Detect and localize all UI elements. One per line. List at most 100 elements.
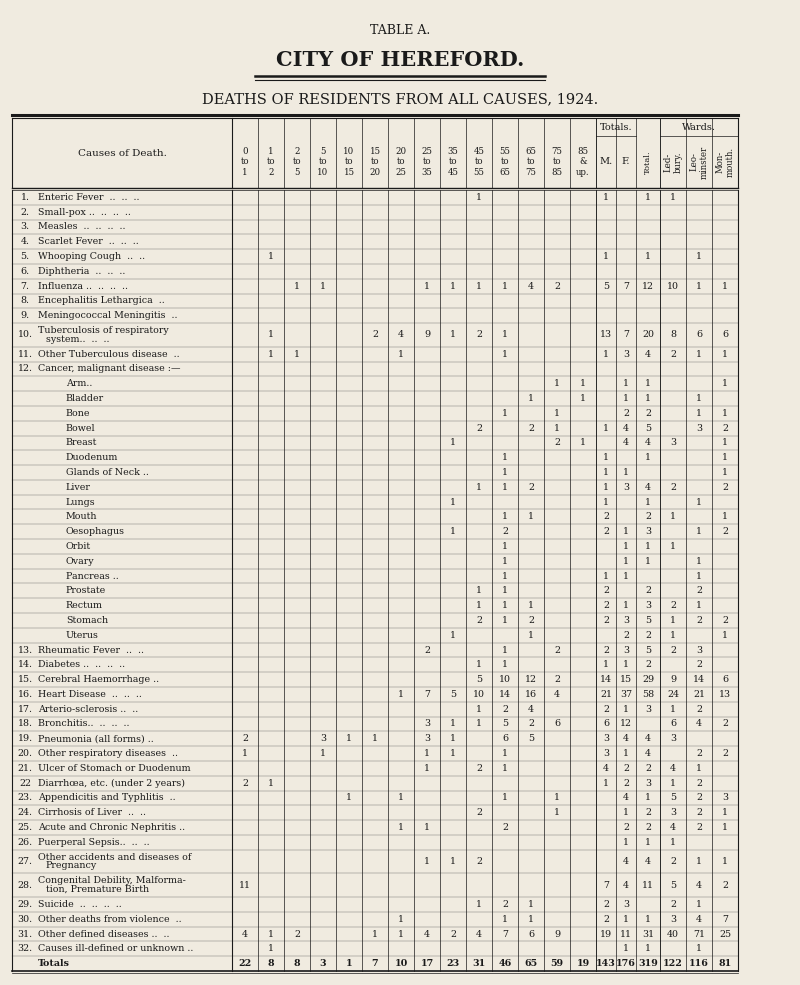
Text: Other accidents and diseases of: Other accidents and diseases of (38, 853, 191, 862)
Text: 2: 2 (645, 809, 651, 818)
Text: tion, Premature Birth: tion, Premature Birth (46, 885, 149, 894)
Text: 4: 4 (398, 330, 404, 340)
Text: 1.: 1. (21, 193, 30, 202)
Text: 2: 2 (722, 749, 728, 758)
Text: 2: 2 (623, 630, 629, 639)
Text: 3: 3 (320, 959, 326, 968)
Text: 1: 1 (645, 453, 651, 462)
Text: 5: 5 (645, 645, 651, 654)
Text: 13: 13 (600, 330, 612, 340)
Text: 1: 1 (696, 527, 702, 536)
Text: 1: 1 (623, 915, 629, 924)
Text: 1: 1 (722, 453, 728, 462)
Text: 4: 4 (645, 483, 651, 492)
Text: 21: 21 (693, 690, 705, 699)
Text: 85
&
up.: 85 & up. (576, 147, 590, 177)
Text: 1: 1 (603, 779, 609, 788)
Text: 3: 3 (696, 424, 702, 432)
Text: 1: 1 (696, 857, 702, 866)
Text: 1: 1 (346, 734, 352, 744)
Text: 4: 4 (623, 424, 629, 432)
Text: 1: 1 (696, 601, 702, 610)
Text: Breast: Breast (66, 438, 98, 447)
Text: 1: 1 (603, 350, 609, 359)
Text: 1: 1 (554, 794, 560, 803)
Text: 1: 1 (670, 704, 676, 714)
Text: 1
to
2: 1 to 2 (266, 147, 275, 177)
Text: 12: 12 (642, 282, 654, 291)
Text: 3: 3 (670, 734, 676, 744)
Text: 3: 3 (670, 809, 676, 818)
Text: 1: 1 (528, 915, 534, 924)
Text: 75
to
85: 75 to 85 (551, 147, 562, 177)
Text: Other Tuberculous disease  ..: Other Tuberculous disease .. (38, 350, 180, 359)
Text: 71: 71 (693, 930, 705, 939)
Text: Scarlet Fever  ..  ..  ..: Scarlet Fever .. .. .. (38, 237, 138, 246)
Text: Puerperal Sepsis..  ..  ..: Puerperal Sepsis.. .. .. (38, 838, 150, 847)
Text: 1: 1 (320, 749, 326, 758)
Text: Bladder: Bladder (66, 394, 104, 403)
Text: 4: 4 (554, 690, 560, 699)
Text: 1: 1 (268, 252, 274, 261)
Text: 1: 1 (670, 512, 676, 521)
Text: 1: 1 (528, 630, 534, 639)
Text: 4: 4 (645, 749, 651, 758)
Text: 2: 2 (424, 645, 430, 654)
Text: 1: 1 (502, 601, 508, 610)
Text: Bronchitis..  ..  ..  ..: Bronchitis.. .. .. .. (38, 719, 130, 729)
Text: 3: 3 (645, 601, 651, 610)
Text: Bowel: Bowel (66, 424, 96, 432)
Text: 2: 2 (645, 823, 651, 832)
Text: 1: 1 (603, 453, 609, 462)
Text: 25.: 25. (18, 823, 33, 832)
Text: 3: 3 (722, 794, 728, 803)
Text: 3: 3 (623, 645, 629, 654)
Text: Ulcer of Stomach or Duodenum: Ulcer of Stomach or Duodenum (38, 763, 190, 773)
Text: 1: 1 (528, 601, 534, 610)
Text: 4: 4 (476, 930, 482, 939)
Text: 1: 1 (645, 193, 651, 202)
Text: 1: 1 (603, 497, 609, 506)
Text: 1: 1 (645, 945, 651, 953)
Text: 4: 4 (528, 704, 534, 714)
Text: 20.: 20. (18, 749, 33, 758)
Text: 4: 4 (696, 719, 702, 729)
Text: 1: 1 (450, 527, 456, 536)
Text: 1: 1 (476, 483, 482, 492)
Text: 16.: 16. (18, 690, 33, 699)
Text: 1: 1 (696, 945, 702, 953)
Text: 1: 1 (502, 468, 508, 477)
Text: 5: 5 (645, 616, 651, 624)
Text: 20
to
25: 20 to 25 (395, 147, 406, 177)
Text: 1: 1 (696, 497, 702, 506)
Text: Totals: Totals (38, 959, 70, 968)
Text: 23: 23 (446, 959, 460, 968)
Text: Total.: Total. (644, 150, 652, 173)
Text: 10: 10 (473, 690, 485, 699)
Text: 2: 2 (645, 763, 651, 773)
Text: 122: 122 (663, 959, 683, 968)
Text: 2: 2 (476, 424, 482, 432)
Text: 1: 1 (450, 282, 456, 291)
Text: 1: 1 (603, 468, 609, 477)
Text: Totals.: Totals. (600, 122, 632, 132)
Text: 14: 14 (499, 690, 511, 699)
Text: 1: 1 (722, 823, 728, 832)
Text: 2: 2 (603, 601, 609, 610)
Text: 1: 1 (346, 959, 352, 968)
Text: Meningococcal Meningitis  ..: Meningococcal Meningitis .. (38, 311, 178, 320)
Text: 4: 4 (623, 438, 629, 447)
Text: 2: 2 (476, 857, 482, 866)
Text: Diarrhœa, etc. (under 2 years): Diarrhœa, etc. (under 2 years) (38, 778, 185, 788)
Text: 2: 2 (476, 330, 482, 340)
Text: 1: 1 (645, 379, 651, 388)
Text: 2: 2 (645, 409, 651, 418)
Text: 1: 1 (528, 900, 534, 909)
Text: 2: 2 (696, 823, 702, 832)
Text: 1: 1 (450, 497, 456, 506)
Text: 15.: 15. (18, 675, 33, 685)
Text: 2: 2 (670, 645, 676, 654)
Text: 1: 1 (554, 409, 560, 418)
Text: 45
to
55: 45 to 55 (474, 147, 485, 177)
Text: 6: 6 (670, 719, 676, 729)
